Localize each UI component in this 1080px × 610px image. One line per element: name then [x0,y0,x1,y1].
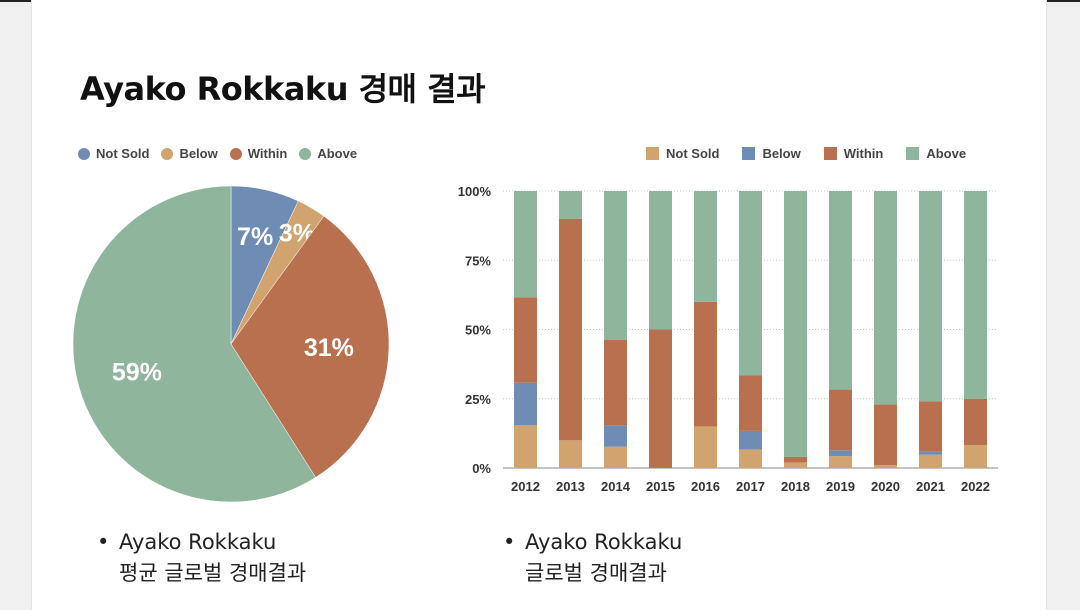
y-tick-label: 0% [472,461,491,476]
bar-legend-swatch-below [742,147,756,160]
bar-2017-below [739,430,762,450]
x-tick-label: 2022 [961,479,990,494]
pie-label-within: 31% [304,334,354,362]
y-tick-label: 75% [465,253,491,268]
x-tick-label: 2021 [916,479,945,494]
bar-2013-within [559,218,582,441]
bar-legend-label-not-sold: Not Sold [666,146,720,161]
bar-2012-below [514,382,537,426]
bar-legend-swatch-above [906,147,920,160]
bar-2019-above [829,191,852,390]
bar-2022-not-sold [964,445,987,468]
pie-legend-item-not-sold: Not Sold [78,146,149,161]
bar-2021-above [919,191,942,402]
bar-2017-not-sold [739,449,762,468]
pie-slice-above [72,185,317,503]
bar-2016-within [694,301,717,427]
bar-2019-not-sold [829,456,852,468]
pie-legend-label-below: Below [179,146,218,161]
pie-legend-label-not-sold: Not Sold [96,146,150,161]
x-tick-label: 2019 [826,479,855,494]
bar-2022-above [964,191,987,399]
x-tick-label: 2018 [781,479,810,494]
bar-2021-within [919,401,942,452]
y-tick-label: 100% [458,184,492,199]
bar-2012-above [514,191,537,298]
bar-legend-swatch-not-sold [646,147,659,160]
bar-legend: Not Sold Below Within Above [646,146,989,161]
pie-legend-swatch-above [299,147,312,160]
pie-slice-within [230,215,390,478]
stacked-bar-chart: 0% 25% 50% 75% 100% 2012 2013 2014 2015 2016 2017 2… [458,184,998,494]
caption-left-bullet: • [97,530,110,554]
pie-legend-swatch-below [161,147,174,160]
bar-legend-item-within: Within [823,146,884,161]
pie-legend: Not Sold Below Within Above [78,146,369,161]
bar-legend-swatch-within [823,147,837,160]
bar-2021-not-sold [919,454,942,468]
bar-2018-within [784,456,807,463]
caption-left-line1: Ayako Rokkaku [119,530,277,554]
pie-legend-label-above: Above [317,146,358,161]
bar-2018-not-sold [784,462,807,468]
bar-2017-within [739,375,762,431]
bar-2012-not-sold [514,425,537,468]
x-tick-label: 2013 [556,479,585,494]
y-tick-label: 25% [465,392,491,407]
bar-legend-item-not-sold: Not Sold [646,146,719,161]
caption-right-line2: 글로벌 경매결과 [525,561,667,585]
x-tick-label: 2020 [871,479,900,494]
pie-legend-item-within: Within [229,146,288,161]
caption-right-line1: Ayako Rokkaku [525,530,683,554]
pie-chart: 7% 3%31%59% [72,185,390,503]
caption-left-line2: 평균 글로벌 경매결과 [119,561,307,585]
pie-legend-item-below: Below [161,146,218,161]
pie-legend-item-above: Above [299,146,357,161]
bar-2020-not-sold [874,465,897,468]
caption-right: • Ayako Rokkaku 글로벌 경매결과 [503,527,683,589]
page-title: Ayako Rokkaku 경매 결과 [80,70,486,108]
bar-legend-item-below: Below [742,146,801,161]
bar-legend-item-above: Above [906,146,966,161]
caption-right-bullet: • [503,530,516,554]
bar-2014-above [604,191,627,341]
bar-2017-above [739,191,762,376]
pie-label-above: 59% [112,358,162,386]
bar-2022-within [964,398,987,446]
bar-2020-within [874,404,897,466]
bar-2015-above [649,191,672,330]
bar-2016-above [694,191,717,302]
bar-2019-below [829,450,852,457]
bar-2014-within [604,340,627,426]
x-tick-label: 2016 [691,479,720,494]
bar-2013-above [559,191,582,219]
y-tick-label: 50% [465,323,491,338]
bar-2014-not-sold [604,446,627,468]
pie-legend-swatch-not-sold [78,147,90,160]
bar-2015-within [649,329,672,468]
pie-label-not-sold: 7% [237,223,273,251]
bar-2013-not-sold [559,440,582,468]
bar-2012-within [514,297,537,383]
x-tick-label: 2012 [511,479,540,494]
bar-2014-below [604,425,627,447]
pie-legend-label-within: Within [247,146,288,161]
bar-legend-label-above: Above [926,146,967,161]
bar-2020-above [874,191,897,405]
pie-legend-swatch-within [229,147,242,160]
x-tick-label: 2015 [646,479,675,494]
bar-2018-above [784,191,807,457]
bar-2016-not-sold [694,426,717,468]
caption-left: • Ayako Rokkaku 평균 글로벌 경매결과 [97,527,307,589]
bar-2019-within [829,389,852,451]
x-tick-label: 2017 [736,479,765,494]
bar-legend-label-below: Below [762,146,801,161]
bar-2021-below [919,451,942,455]
x-tick-label: 2014 [601,479,631,494]
bar-legend-label-within: Within [843,146,884,161]
